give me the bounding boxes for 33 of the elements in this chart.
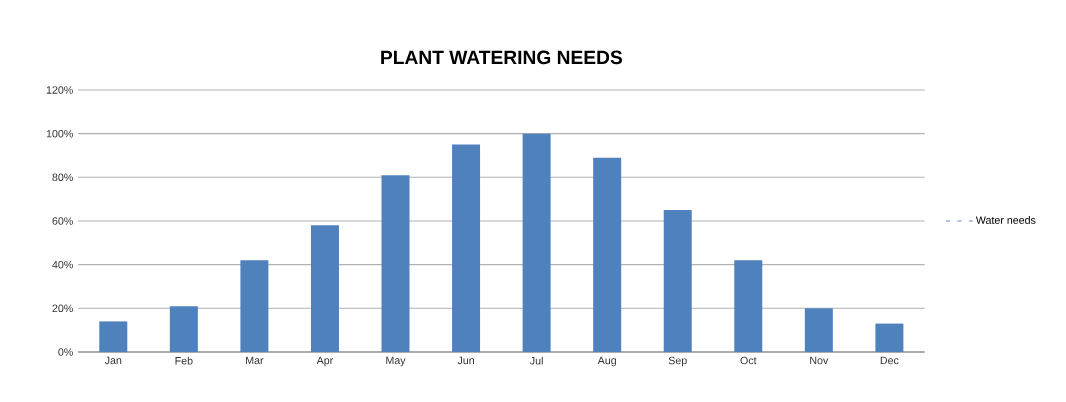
bar xyxy=(593,157,622,352)
y-tick-label: 120% xyxy=(46,86,73,94)
x-tick-label: Jul xyxy=(529,356,543,365)
x-tick-label: Apr xyxy=(316,356,334,367)
bar xyxy=(169,306,198,352)
bar xyxy=(240,260,269,352)
x-tick-label: Aug xyxy=(597,356,616,367)
bar xyxy=(804,308,833,352)
x-tick-label: Nov xyxy=(810,356,829,365)
y-tick-label: 60% xyxy=(52,217,73,225)
bar xyxy=(875,323,904,352)
x-tick-label: Jun xyxy=(457,356,474,365)
x-tick-label: Feb xyxy=(175,356,193,365)
y-tick-label: 80% xyxy=(52,173,73,182)
x-tick-label: May xyxy=(386,356,406,367)
x-tick-label: Jan xyxy=(104,356,122,365)
bar xyxy=(734,260,763,352)
y-tick-label: 0% xyxy=(58,348,73,356)
bar xyxy=(310,225,339,352)
x-tick-label: Sep xyxy=(668,356,687,367)
chart-title: PLANT WATERING NEEDS xyxy=(381,50,622,65)
bar xyxy=(99,321,128,352)
x-tick-label: Mar xyxy=(246,356,264,365)
y-tick-label: 20% xyxy=(52,304,73,313)
bar xyxy=(663,210,692,352)
bar xyxy=(522,133,551,352)
x-tick-label: Dec xyxy=(880,356,899,365)
y-tick-label: 100% xyxy=(46,129,73,138)
x-tick-label: Oct xyxy=(740,356,757,365)
legend-label: Water needs xyxy=(975,216,1036,224)
y-tick-label: 40% xyxy=(52,260,73,269)
bar xyxy=(381,175,410,352)
bar xyxy=(452,144,481,352)
